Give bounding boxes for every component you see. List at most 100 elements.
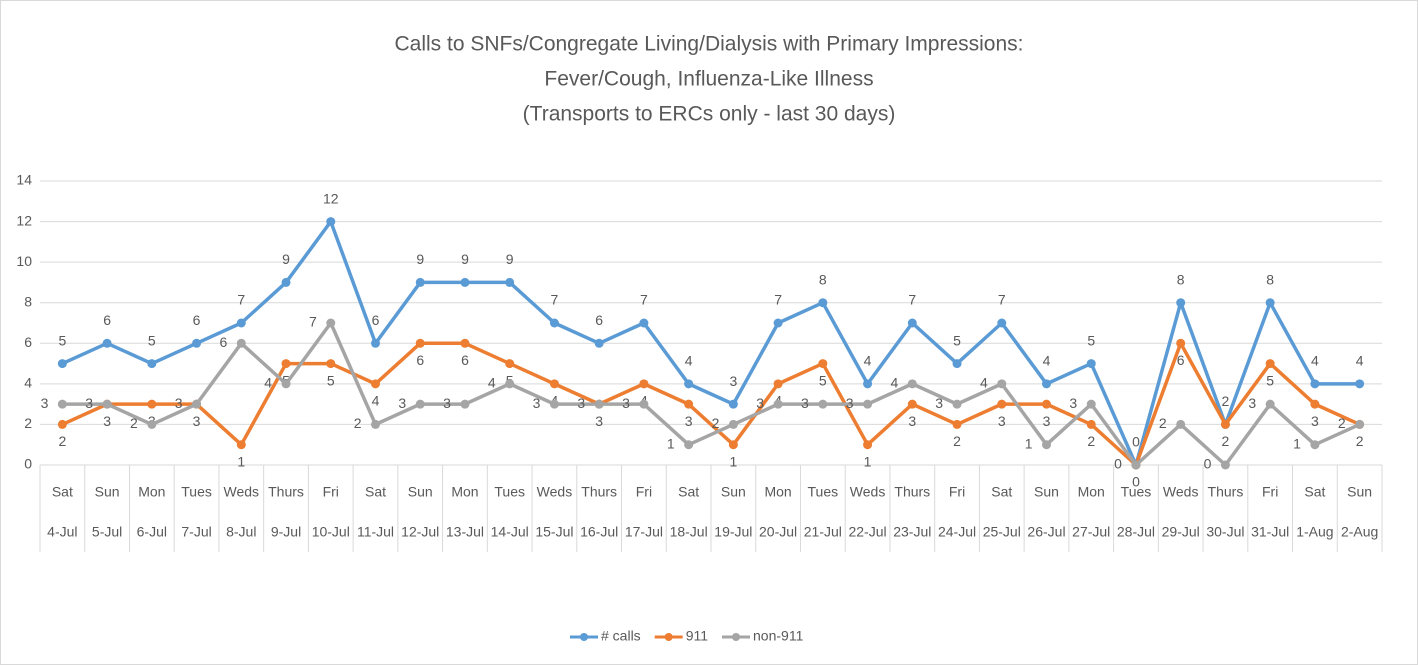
data-label: 5 — [148, 332, 156, 348]
x-tick-label: 7-Jul — [181, 524, 211, 540]
data-label: 1 — [1025, 435, 1033, 451]
data-point — [907, 379, 917, 389]
data-label: 12 — [323, 190, 339, 206]
y-tick-label: 2 — [24, 415, 32, 431]
data-label: 1 — [1293, 435, 1301, 451]
data-label: 3 — [533, 395, 541, 411]
data-label: 4 — [864, 353, 872, 369]
data-label: 3 — [193, 413, 201, 429]
x-tick-label: Tues — [494, 484, 525, 500]
x-tick-label: Sun — [1347, 484, 1372, 500]
data-point — [102, 399, 112, 409]
data-point — [549, 379, 559, 389]
data-point — [1042, 379, 1051, 389]
data-label: 3 — [398, 395, 406, 411]
data-label: 6 — [461, 352, 469, 368]
chart-title: Fever/Cough, Influenza-Like Illness — [544, 68, 873, 91]
x-tick-label: 14-Jul — [491, 524, 529, 540]
x-tick-label: 30-Jul — [1206, 524, 1244, 540]
data-point — [415, 338, 425, 348]
data-point — [952, 359, 962, 369]
data-label: 0 — [1132, 434, 1140, 450]
data-point — [57, 419, 67, 429]
data-point — [728, 419, 738, 429]
data-point — [773, 318, 783, 328]
x-tick-label: 25-Jul — [983, 524, 1021, 540]
data-point — [639, 318, 649, 328]
x-tick-label: Thurs — [581, 484, 617, 500]
data-label: 5 — [819, 372, 827, 388]
data-point — [1131, 460, 1141, 470]
x-tick-label: 17-Jul — [625, 524, 663, 540]
data-label: 3 — [443, 395, 451, 411]
x-tick-label: 12-Jul — [401, 524, 439, 540]
data-point — [460, 399, 470, 409]
data-label: 7 — [774, 292, 782, 308]
data-point — [1355, 419, 1365, 429]
y-tick-label: 4 — [24, 375, 32, 391]
data-label: 3 — [595, 413, 603, 429]
data-point — [594, 338, 604, 348]
data-point — [192, 399, 202, 409]
data-point — [415, 277, 425, 287]
x-tick-label: 31-Jul — [1251, 524, 1289, 540]
data-label: 3 — [175, 395, 183, 411]
data-label: 5 — [1087, 332, 1095, 348]
data-label: 9 — [506, 251, 514, 267]
x-tick-label: 18-Jul — [670, 524, 708, 540]
x-tick-label: 10-Jul — [312, 524, 350, 540]
data-label: 2 — [712, 415, 720, 431]
x-tick-label: Fri — [323, 484, 339, 500]
data-label: 7 — [309, 314, 317, 330]
chart-title: (Transports to ERCs only - last 30 days) — [523, 103, 896, 126]
data-point — [460, 277, 470, 287]
data-point — [997, 318, 1007, 328]
data-label: 5 — [1266, 372, 1274, 388]
data-point — [505, 379, 515, 389]
data-label: 3 — [1311, 413, 1319, 429]
x-tick-label: 13-Jul — [446, 524, 484, 540]
data-label: 2 — [58, 433, 66, 449]
data-label: 4 — [1043, 353, 1051, 369]
x-tick-label: 24-Jul — [938, 524, 976, 540]
data-label: 3 — [85, 395, 93, 411]
data-point — [147, 399, 157, 409]
legend-marker — [580, 633, 588, 641]
data-point — [1176, 338, 1186, 348]
data-label: 4 — [372, 393, 380, 409]
data-label: 9 — [282, 251, 290, 267]
x-tick-label: Weds — [537, 484, 573, 500]
x-tick-label: 20-Jul — [759, 524, 797, 540]
x-tick-label: Weds — [850, 484, 886, 500]
data-label: 2 — [1338, 415, 1346, 431]
y-tick-label: 10 — [16, 253, 32, 269]
data-label: 8 — [819, 271, 827, 287]
data-point — [1355, 379, 1365, 389]
data-label: 1 — [864, 453, 872, 469]
data-point — [147, 359, 157, 369]
data-label: 3 — [622, 395, 630, 411]
data-point — [1265, 359, 1275, 369]
data-label: 6 — [193, 312, 201, 328]
data-label: 2 — [1222, 433, 1230, 449]
data-point — [281, 277, 291, 287]
data-label: 3 — [846, 395, 854, 411]
data-point — [326, 318, 336, 328]
data-label: 5 — [953, 332, 961, 348]
data-label: 4 — [1356, 353, 1364, 369]
data-label: 6 — [220, 334, 228, 350]
data-label: 4 — [980, 375, 988, 391]
data-point — [1176, 419, 1186, 429]
data-point — [236, 338, 246, 348]
data-point — [549, 318, 559, 328]
data-point — [997, 399, 1007, 409]
data-point — [1086, 419, 1096, 429]
data-label: 4 — [264, 375, 272, 391]
data-point — [639, 379, 649, 389]
data-point — [236, 318, 246, 328]
x-tick-label: Sat — [678, 484, 699, 500]
data-point — [371, 338, 380, 348]
data-point — [192, 338, 202, 348]
data-point — [147, 419, 157, 429]
